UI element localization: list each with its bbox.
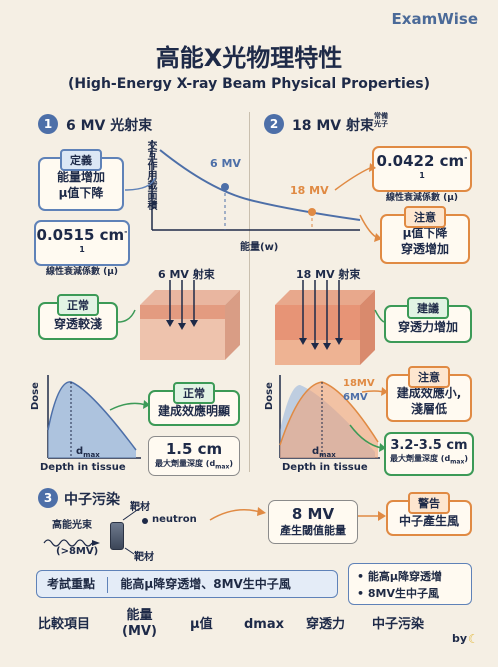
advice-box: 建議 穿透力增加	[384, 297, 472, 343]
compare-item-penetration: 穿透力	[306, 617, 346, 632]
banana-icon: ☾	[468, 632, 479, 646]
section-2-number: 2	[264, 114, 284, 134]
caution-line-2: 穿透增加	[400, 242, 449, 256]
pdd-18mv-graph	[279, 375, 380, 459]
coef-6mv-label: 線性衰減係數 (μ)	[46, 267, 118, 277]
neutron-label: neutron	[152, 514, 197, 525]
buildup-tag: 正常	[173, 382, 215, 404]
pdd-18mv-dmax: dmax	[312, 446, 336, 459]
footer-by: by	[452, 632, 468, 645]
beam-18mv-label: 18 MV 射束	[296, 268, 361, 281]
page-title: 高能X光物理特性	[155, 44, 343, 72]
caution-box: 注意 μ值下降 穿透增加	[380, 206, 470, 264]
coef-6mv-box: 0.0515 cm-1 線性衰減係數 (μ)	[34, 220, 130, 277]
pdd-18mv-x-label: Depth in tissue	[282, 462, 368, 473]
section-divider	[249, 112, 250, 472]
graph-x-label: 能量(w)	[240, 242, 279, 253]
normal-tag: 正常	[57, 294, 99, 316]
exam-focus-bar: 考試重點 能高μ降穿透增、8MV生中子風	[36, 570, 338, 598]
section-2-title: 18 MV 射束	[292, 118, 374, 134]
brand-logo: ExamWise	[391, 10, 478, 28]
caution-tag: 注意	[404, 206, 446, 228]
pdd-6mv-dmax: dmax	[76, 446, 100, 459]
graph-point-6mv: 6 MV	[210, 157, 241, 170]
exam-note-box: • 能高μ降穿透增 • 8MV生中子風	[348, 563, 472, 605]
section-3-number: 3	[38, 488, 58, 508]
exam-focus-divider	[107, 576, 109, 593]
section-3-title: 中子污染	[64, 492, 120, 508]
pdd-6mv-graph	[47, 375, 141, 459]
pdd-6mv-x-label: Depth in tissue	[40, 462, 126, 473]
definition-line-2: μ值下降	[58, 186, 104, 200]
beam-6mv-label: 6 MV 射束	[158, 268, 215, 281]
dmax-6mv-box: 1.5 cm 最大劑量深度 (dmax)	[148, 436, 240, 476]
advice-tag: 建議	[407, 297, 449, 319]
threshold-value: 8 MV	[291, 505, 335, 523]
source-sub: (>8MV)	[56, 546, 99, 557]
section-1-number: 1	[38, 114, 58, 134]
section-1-title: 6 MV 光射束	[66, 118, 153, 134]
section-2-title-note: 常備 光子	[374, 112, 388, 128]
caution2-line-2: 淺層低	[410, 402, 447, 416]
normal-penetration-box: 正常 穿透較淺	[38, 294, 118, 340]
graph-point-18mv: 18 MV	[290, 184, 329, 197]
warning-text: 中子產生風	[398, 514, 459, 528]
pdd-18mv-legend-6: 6MV	[343, 392, 368, 403]
coef-6mv-value: 0.0515 cm-1	[36, 226, 128, 254]
source-label: 高能光束	[52, 520, 92, 531]
dmax-18mv-box: 3.2-3.5 cm 最大劑量深度 (dmax)	[384, 432, 474, 476]
normal-text: 穿透較淺	[53, 317, 102, 331]
caution-line-1: μ值下降	[402, 226, 448, 240]
advice-text: 穿透力增加	[397, 320, 458, 334]
pdd-18mv-legend-18: 18MV	[343, 378, 375, 389]
coef-18mv-value: 0.0422 cm-1	[376, 152, 468, 180]
compare-item-dmax: dmax	[244, 617, 285, 632]
compare-item-label: 比較項目	[38, 617, 91, 632]
exam-note-line-1: • 能高μ降穿透增	[357, 570, 442, 583]
target-bottom-label: 靶材	[134, 552, 154, 563]
dmax-6mv-label: 最大劑量深度 (dmax)	[155, 459, 233, 471]
warning-tag: 警告	[408, 492, 450, 514]
exam-note-line-2: • 8MV生中子風	[357, 587, 439, 600]
target-block	[110, 522, 124, 550]
tissue-18mv-illustration	[275, 280, 375, 365]
caution2-line-1: 建成效應小,	[396, 386, 462, 400]
neutron-dot	[142, 518, 148, 524]
caution2-box: 注意 建成效應小, 淺層低	[386, 366, 472, 422]
cross-section-graph	[151, 140, 361, 231]
caution2-tag: 注意	[408, 366, 450, 388]
warning-box: 警告 中子產生風	[386, 492, 472, 536]
coef-18mv-label: 線性衰減係數 (μ)	[386, 193, 458, 203]
graph-y-label: 交互作用截面積	[145, 140, 156, 210]
tissue-6mv-illustration	[140, 280, 240, 360]
dmax-18mv-value: 3.2-3.5 cm	[390, 438, 468, 453]
coef-18mv-box: 0.0422 cm-1 線性衰減係數 (μ)	[372, 146, 472, 203]
compare-item-neutron: 中子污染	[372, 617, 425, 632]
page-subtitle: (High-Energy X-ray Beam Physical Propert…	[68, 76, 430, 92]
compare-item-mu: μ值	[190, 617, 213, 632]
buildup-normal-box: 正常 建成效應明顯	[148, 382, 240, 426]
threshold-text: 產生閾值能量	[280, 524, 346, 537]
target-top-label: 靶材	[130, 502, 150, 513]
definition-box: 定義 能量增加 μ值下降	[38, 149, 124, 211]
definition-line-1: 能量增加	[56, 170, 105, 184]
compare-item-energy: 能量 (MV)	[122, 608, 157, 639]
dmax-6mv-value: 1.5 cm	[165, 440, 223, 458]
definition-tag: 定義	[60, 149, 102, 171]
exam-focus-text: 能高μ降穿透增、8MV生中子風	[120, 577, 291, 591]
exam-focus-label: 考試重點	[47, 577, 96, 591]
threshold-box: 8 MV 產生閾值能量	[268, 500, 358, 544]
dmax-18mv-label: 最大劑量深度 (dmax)	[390, 454, 468, 466]
buildup-text: 建成效應明顯	[157, 404, 230, 418]
